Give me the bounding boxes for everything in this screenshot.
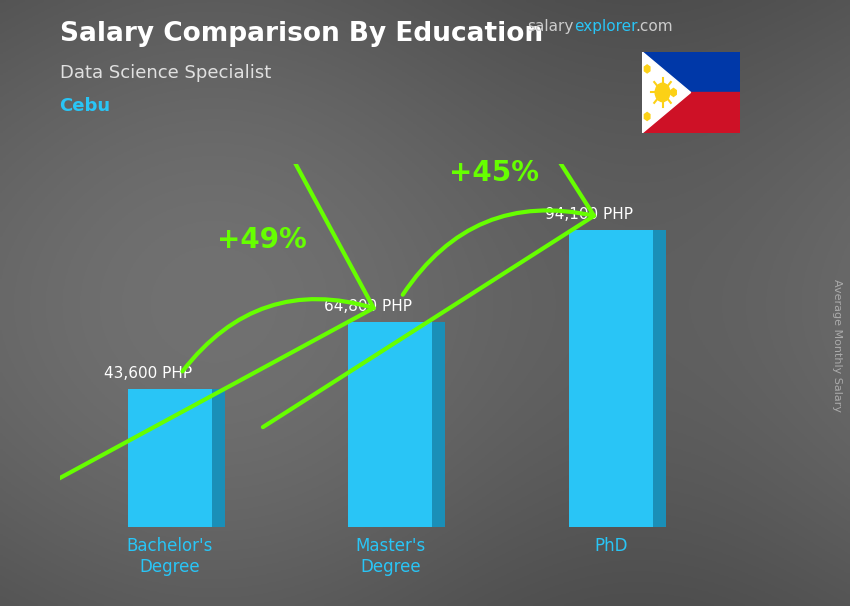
Bar bbox=[642, 93, 740, 133]
Polygon shape bbox=[671, 88, 677, 96]
FancyArrowPatch shape bbox=[28, 0, 374, 495]
Text: Cebu: Cebu bbox=[60, 97, 110, 115]
Polygon shape bbox=[212, 390, 225, 527]
Text: 64,800 PHP: 64,800 PHP bbox=[324, 299, 412, 315]
Polygon shape bbox=[432, 322, 445, 527]
Text: Salary Comparison By Education: Salary Comparison By Education bbox=[60, 21, 542, 47]
Polygon shape bbox=[653, 230, 666, 527]
Text: Average Monthly Salary: Average Monthly Salary bbox=[832, 279, 842, 412]
Text: explorer: explorer bbox=[575, 19, 638, 35]
Text: salary: salary bbox=[527, 19, 574, 35]
Text: 43,600 PHP: 43,600 PHP bbox=[104, 367, 192, 381]
Bar bbox=[569, 230, 653, 527]
Polygon shape bbox=[642, 52, 690, 133]
Text: Data Science Specialist: Data Science Specialist bbox=[60, 64, 271, 82]
Text: .com: .com bbox=[635, 19, 672, 35]
Bar bbox=[128, 390, 212, 527]
FancyArrowPatch shape bbox=[263, 0, 594, 427]
Bar bbox=[642, 52, 740, 93]
Polygon shape bbox=[644, 65, 650, 73]
Text: +45%: +45% bbox=[449, 159, 539, 187]
Polygon shape bbox=[644, 113, 650, 121]
Text: 94,100 PHP: 94,100 PHP bbox=[545, 207, 632, 222]
Text: +49%: +49% bbox=[218, 226, 307, 254]
Circle shape bbox=[655, 83, 670, 102]
Bar bbox=[348, 322, 432, 527]
